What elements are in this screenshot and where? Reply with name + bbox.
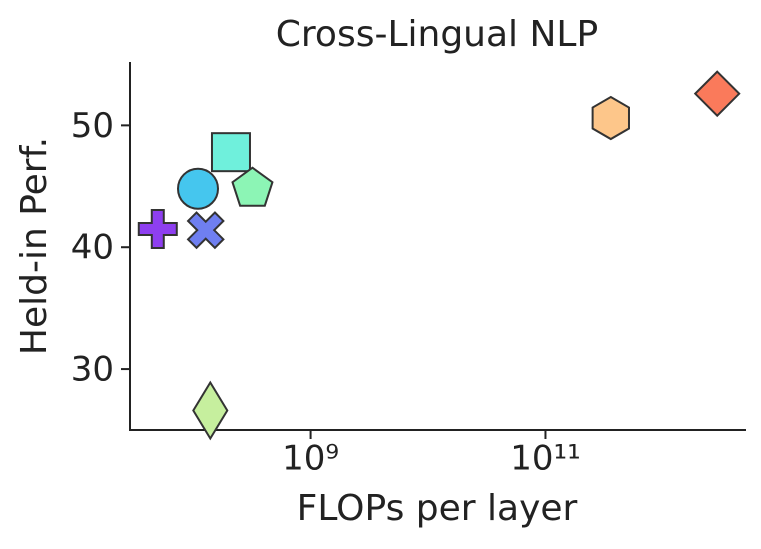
point xyxy=(210,132,251,173)
y-tick-label: 50 xyxy=(71,106,114,146)
x-axis-label: FLOPs per layer xyxy=(297,488,578,529)
x-tick-label: 10¹¹ xyxy=(510,439,581,479)
point xyxy=(231,166,274,207)
point xyxy=(176,167,219,210)
chart-title: Cross-Lingual NLP xyxy=(276,14,598,55)
y-tick-label: 30 xyxy=(71,350,114,390)
y-axis-label: Held-in Perf. xyxy=(14,137,55,355)
y-tick-label: 40 xyxy=(71,228,114,268)
point xyxy=(591,95,630,141)
point xyxy=(192,380,229,441)
x-tick-label: 10⁹ xyxy=(282,439,339,479)
point xyxy=(137,208,178,249)
point xyxy=(693,70,741,118)
point xyxy=(186,211,225,250)
